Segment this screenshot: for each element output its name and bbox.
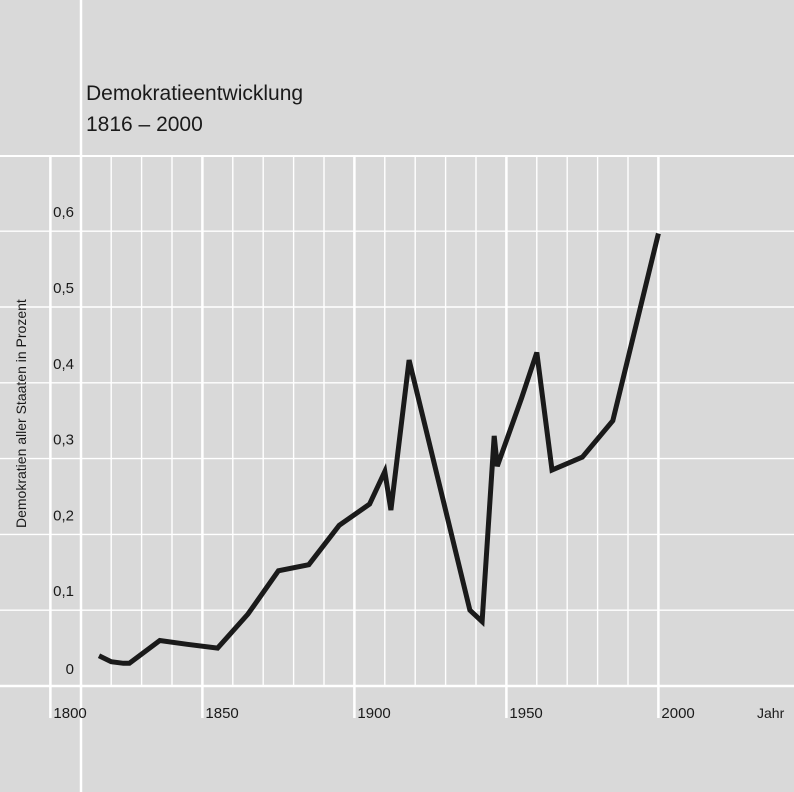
y-tick-label-0,6: 0,6 [53, 204, 74, 221]
y-tick-label-0,2: 0,2 [53, 507, 74, 524]
series-line-0 [97, 232, 661, 666]
chart-title-line-1: Demokratieentwicklung [86, 82, 303, 105]
tick-labels: 0 0,1 0,2 0,3 0,4 0,5 0,6 1800 1850 1900 1950 2000 [53, 204, 695, 722]
chart-title-line-2: 1816 – 2000 [86, 113, 203, 136]
x-tick-label-2000: 2000 [661, 705, 694, 722]
x-tick-label-1900: 1900 [357, 705, 390, 722]
x-tick-label-1950: 1950 [509, 705, 542, 722]
y-axis-label: Demokratien aller Staaten in Prozent [13, 299, 29, 528]
y-tick-label-0,1: 0,1 [53, 583, 74, 600]
y-tick-label-0,3: 0,3 [53, 432, 74, 449]
y-tick-label-0,5: 0,5 [53, 280, 74, 297]
x-tick-label-1850: 1850 [205, 705, 238, 722]
x-tick-label-1800: 1800 [53, 705, 86, 722]
y-tick-label-0,4: 0,4 [53, 356, 74, 373]
grid-layer [0, 156, 794, 718]
data-layer [97, 232, 661, 666]
y-tick-label-0: 0 [66, 661, 74, 678]
x-axis-label: Jahr [757, 705, 785, 721]
